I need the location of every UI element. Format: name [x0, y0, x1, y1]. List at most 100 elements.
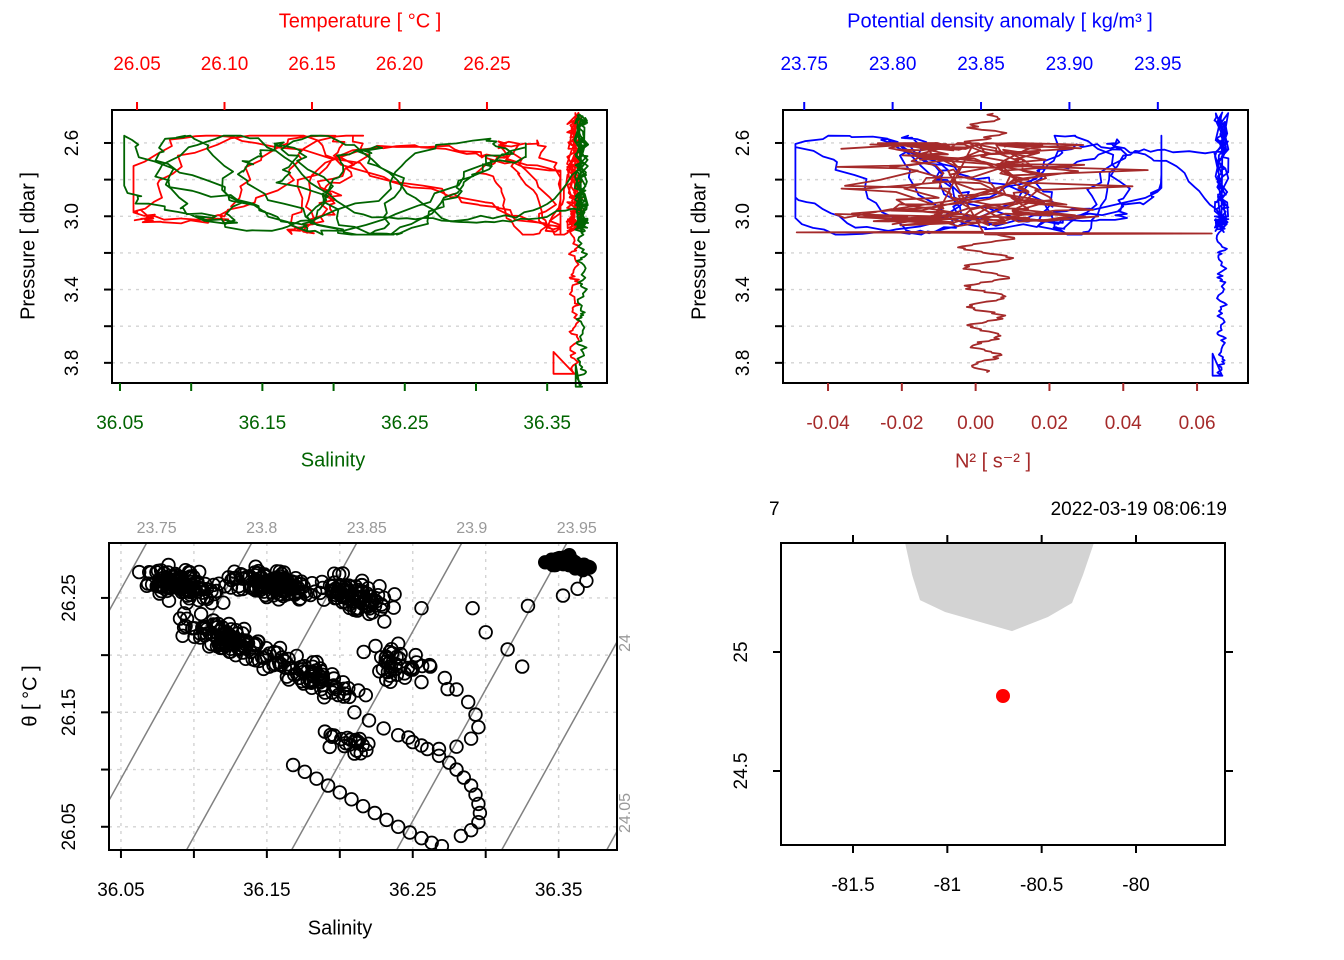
tick-label: 36.15 [239, 413, 287, 434]
tick-label: 2.6 [733, 130, 754, 156]
tick-label: 23.85 [957, 54, 1005, 75]
data-point [332, 585, 348, 600]
tick-label: 36.35 [523, 413, 571, 434]
series-temperature [132, 111, 584, 375]
pressure-axis-title-right-panel: Pressure [ dbar ] [688, 172, 711, 320]
tick-label: 0.06 [1179, 413, 1216, 434]
data-point [349, 743, 364, 758]
tick-label: -0.04 [806, 413, 850, 434]
data-point [453, 828, 469, 844]
data-point [456, 770, 472, 785]
data-point [297, 764, 313, 780]
tick-label: 26.05 [59, 803, 80, 851]
data-point [367, 805, 383, 821]
data-point [181, 564, 197, 580]
tick-label: 3.0 [62, 203, 83, 229]
data-point [449, 682, 464, 697]
data-point [344, 792, 359, 807]
data-point [254, 580, 270, 595]
isopycnal-line [185, 543, 358, 850]
data-point [154, 583, 169, 599]
series-salinity [123, 113, 589, 388]
isopycnal-label: 23.95 [557, 520, 597, 537]
tick-label: 36.05 [96, 413, 144, 434]
data-point [434, 839, 450, 850]
data-point [343, 732, 358, 747]
data-point [379, 812, 394, 828]
data-point [376, 590, 392, 606]
data-point [358, 688, 374, 703]
data-point [355, 584, 371, 600]
plot-frame [111, 109, 608, 384]
data-point [555, 588, 571, 603]
data-point [579, 573, 594, 589]
data-point [372, 664, 387, 679]
tick-label: 0.04 [1105, 413, 1142, 434]
data-point [256, 661, 271, 677]
data-point [423, 659, 438, 674]
tick-label: 2.6 [62, 130, 83, 156]
data-point [170, 571, 185, 587]
data-point [356, 644, 371, 660]
data-point [309, 771, 324, 786]
data-point [388, 661, 403, 677]
data-point [248, 653, 263, 668]
data-point [520, 598, 536, 614]
tick-label: 0.00 [957, 413, 994, 434]
data-point [347, 705, 362, 720]
tick-label: 36.25 [381, 413, 429, 434]
tick-label: 26.15 [288, 54, 336, 75]
data-point [405, 734, 420, 750]
data-point [471, 720, 486, 735]
data-point [361, 713, 377, 728]
panel-profile-density-n2: 23.75 23.80 23.85 23.90 23.95 -0.04 -0.02 0.00 0… [733, 54, 1249, 434]
data-point [217, 634, 233, 649]
data-point [465, 601, 480, 616]
tick-label: 26.15 [59, 689, 80, 737]
data-point [247, 568, 263, 583]
data-point [351, 594, 366, 609]
data-point [204, 595, 219, 611]
tick-label: -0.02 [880, 413, 923, 434]
data-point [391, 819, 406, 835]
data-point [314, 682, 329, 697]
tick-label: 26.05 [113, 54, 161, 75]
data-point [326, 728, 342, 743]
data-point [149, 565, 164, 580]
data-point [449, 762, 464, 777]
data-point [311, 668, 326, 683]
data-point [361, 736, 376, 752]
data-point [207, 628, 222, 643]
isopycnal-label: 23.85 [347, 520, 387, 537]
data-point [242, 642, 257, 657]
salinity-axis-title-profile: Salinity [300, 449, 366, 472]
isopycnal-label: 23.8 [246, 520, 277, 537]
data-point [437, 670, 453, 686]
data-point [291, 592, 307, 607]
station-marker [996, 689, 1010, 703]
data-point [227, 564, 242, 579]
plot-frame [782, 109, 1249, 384]
data-point [500, 642, 515, 657]
plot-frame [108, 542, 618, 851]
data-point [328, 679, 344, 695]
data-point [175, 628, 190, 644]
data-point [388, 657, 404, 672]
isopycnal-label: 23.75 [137, 520, 177, 537]
data-point [281, 586, 296, 601]
data-point [408, 647, 423, 663]
data-point [353, 746, 368, 761]
data-point [193, 606, 209, 622]
data-point [368, 638, 383, 654]
data-point [347, 602, 362, 618]
tick-label: 23.90 [1046, 54, 1094, 75]
tick-label: 26.25 [59, 574, 80, 622]
tick-label: 3.0 [733, 203, 754, 229]
data-point [251, 634, 266, 649]
data-point [391, 636, 406, 651]
data-point [199, 626, 214, 642]
data-point [224, 572, 239, 588]
data-point [131, 564, 147, 580]
isopycnal-line [605, 829, 617, 850]
